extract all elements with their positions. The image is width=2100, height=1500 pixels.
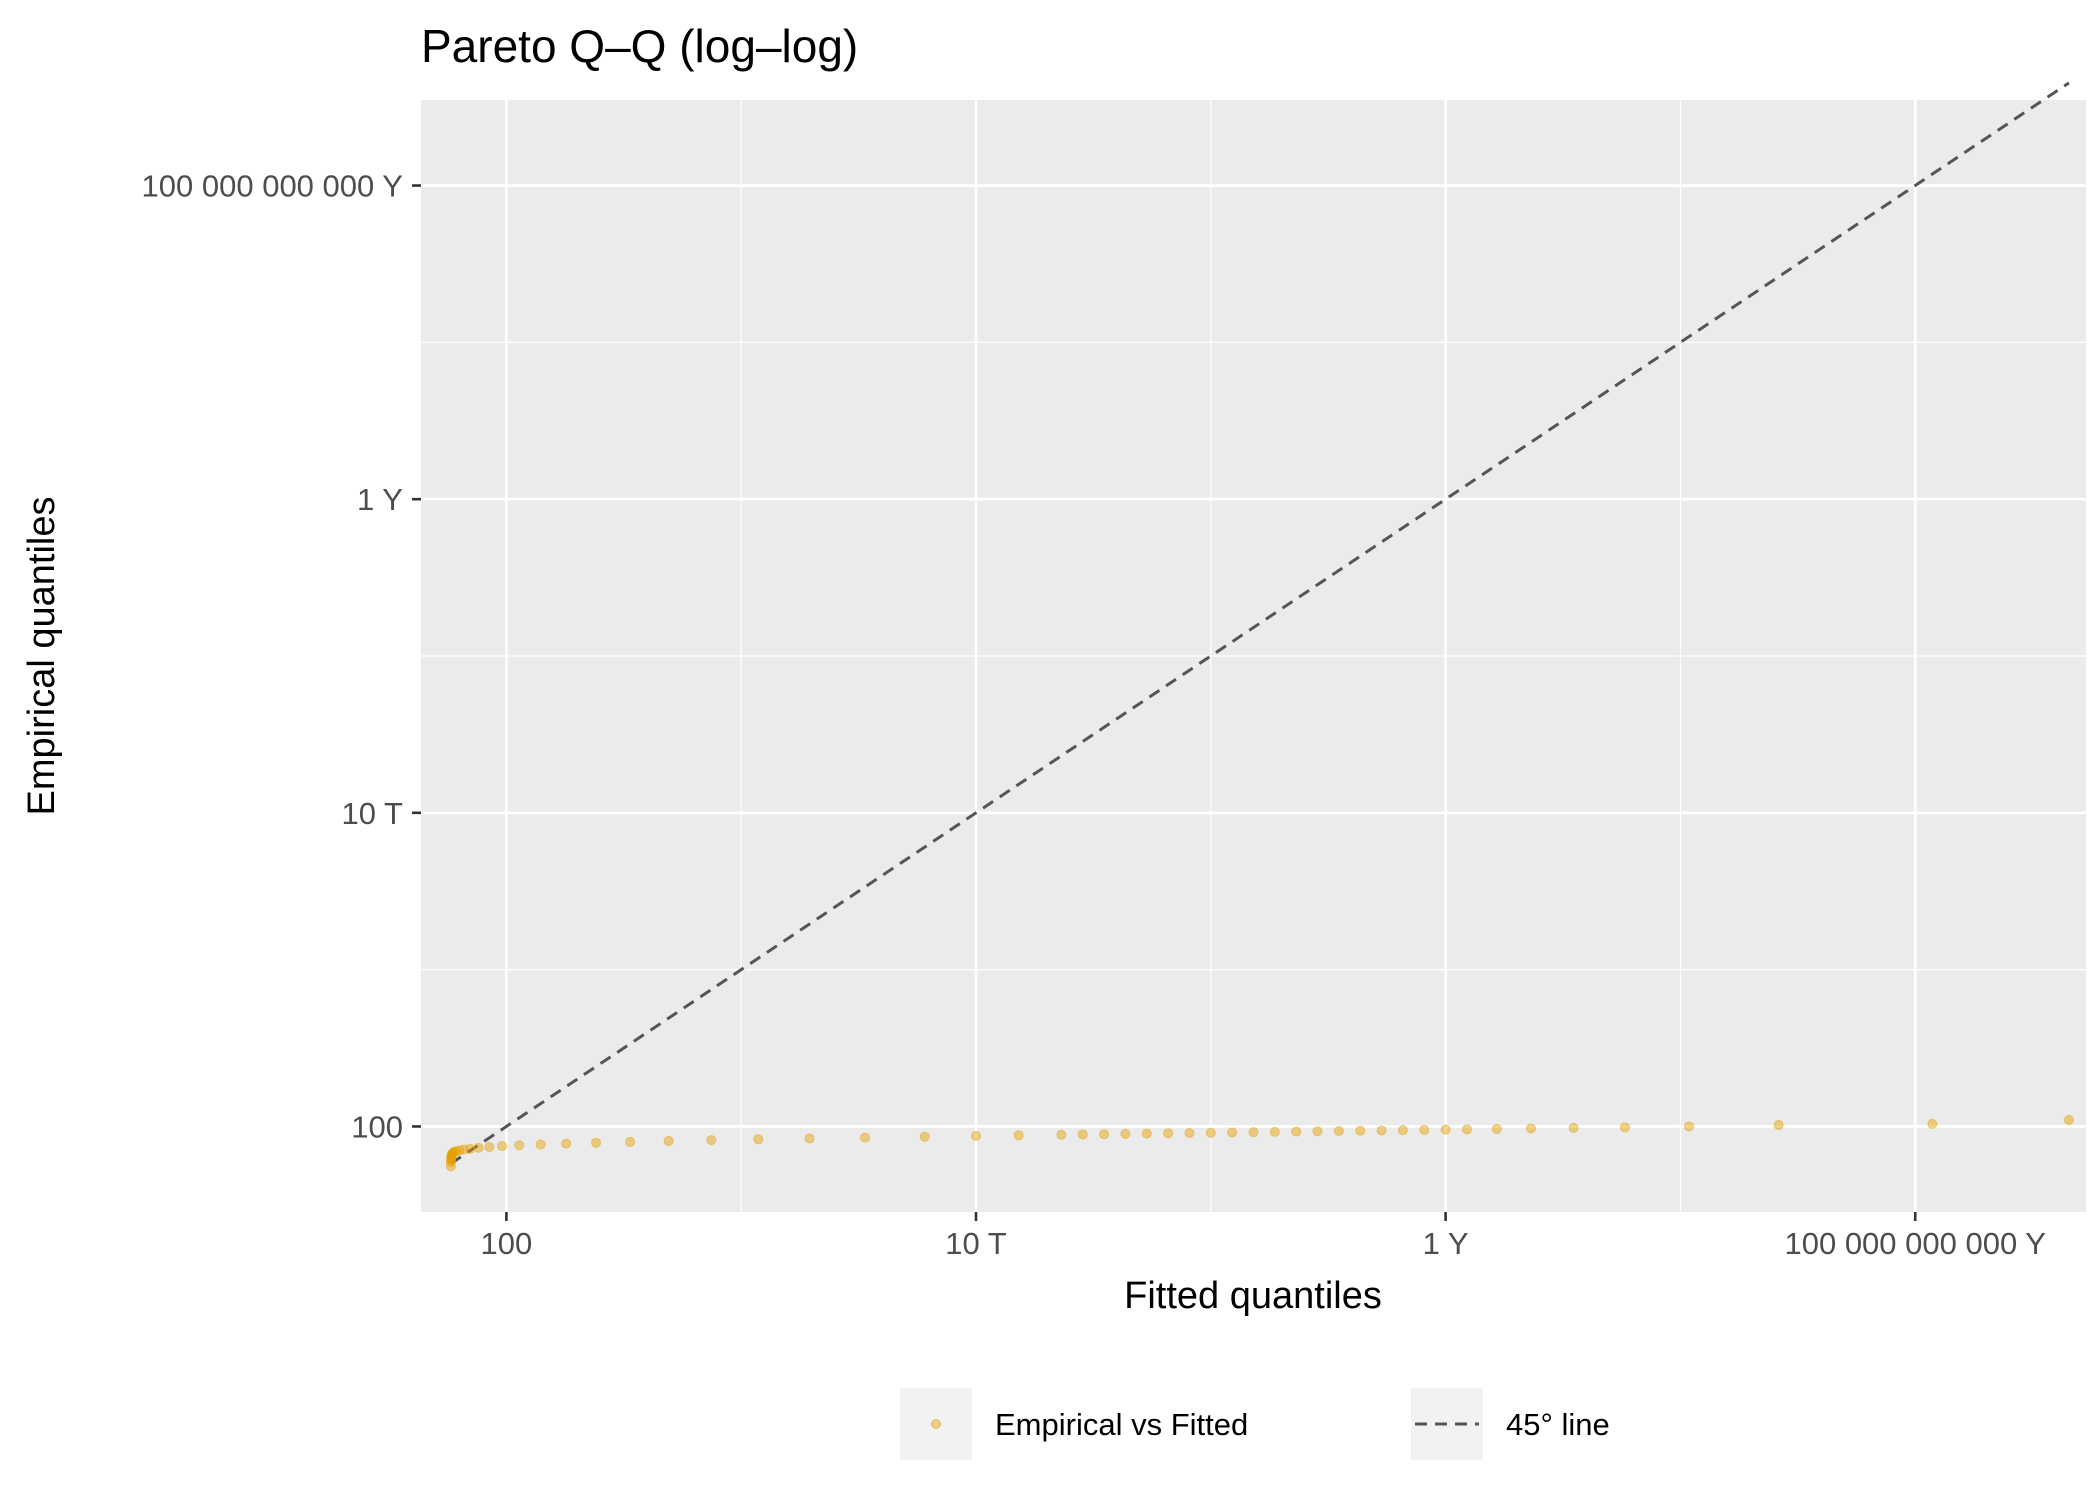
qq-point [561, 1138, 572, 1149]
x-axis-ticks: 100 10 T 1 Y 100 000 000 000 Y [481, 1212, 2046, 1261]
qq-point [1077, 1129, 1088, 1140]
qq-point [1440, 1124, 1451, 1135]
x-axis-title: Fitted quantiles [1124, 1275, 1382, 1317]
qq-point [1927, 1118, 1938, 1129]
qq-point [514, 1140, 525, 1151]
qq-point [1355, 1125, 1366, 1136]
qq-point [484, 1141, 495, 1152]
qq-point [1619, 1122, 1630, 1133]
major-gridlines [421, 100, 2086, 1212]
qq-point [706, 1135, 717, 1146]
qq-point [465, 1143, 476, 1154]
qq-point [1376, 1125, 1387, 1136]
qq-point [971, 1130, 981, 1141]
qq-point [1163, 1128, 1174, 1139]
qq-point [1461, 1124, 1472, 1135]
qq-point [1248, 1127, 1259, 1138]
qq-point [1291, 1126, 1302, 1137]
qq-point [535, 1139, 546, 1150]
x-tick-label: 10 T [945, 1226, 1007, 1261]
y-tick-label: 100 [351, 1109, 403, 1144]
y-axis-title: Empirical quantiles [21, 497, 63, 816]
reference-line-segment [450, 81, 2070, 1165]
qq-point [1013, 1130, 1024, 1141]
qq-point [1568, 1122, 1579, 1133]
qq-point [1773, 1120, 1784, 1131]
reference-line-45 [450, 81, 2070, 1165]
legend-label-points: Empirical vs Fitted [995, 1407, 1248, 1442]
y-tick-label: 1 Y [357, 482, 403, 517]
legend-label-line: 45° line [1506, 1407, 1610, 1442]
qq-point [591, 1137, 602, 1148]
qq-point [1120, 1128, 1131, 1139]
qq-point [1491, 1124, 1502, 1135]
qq-point [1397, 1125, 1408, 1136]
qq-point [1333, 1126, 1344, 1137]
qq-point [1099, 1129, 1110, 1140]
qq-point [1184, 1128, 1195, 1139]
qq-point [1419, 1124, 1430, 1135]
chart-title: Pareto Q–Q (log–log) [421, 20, 858, 72]
qq-point [473, 1142, 484, 1153]
minor-gridlines [421, 100, 2086, 1212]
qq-point [804, 1133, 815, 1144]
qq-point [1269, 1126, 1280, 1137]
qq-point [2063, 1114, 2074, 1125]
qq-point [1312, 1126, 1323, 1137]
qq-point [1056, 1129, 1067, 1140]
x-tick-label: 100 000 000 000 Y [1784, 1226, 2045, 1261]
qq-point [625, 1136, 636, 1147]
legend: Empirical vs Fitted 45° line [900, 1388, 1610, 1460]
qq-point [1141, 1128, 1152, 1139]
qq-point [1227, 1127, 1238, 1138]
legend-key-points-bg [900, 1388, 972, 1460]
qq-point [1526, 1123, 1536, 1134]
x-tick-label: 1 Y [1423, 1226, 1469, 1261]
qq-point [860, 1132, 870, 1143]
qq-points [445, 1114, 2074, 1172]
qq-point [1683, 1121, 1694, 1132]
legend-key-point [931, 1419, 941, 1429]
y-tick-label: 10 T [342, 796, 404, 831]
qq-point [753, 1134, 764, 1145]
qq-point [663, 1136, 674, 1147]
qq-point [1205, 1127, 1216, 1138]
x-tick-label: 100 [481, 1226, 533, 1261]
y-axis-ticks: 100 10 T 1 Y 100 000 000 000 Y [142, 169, 421, 1144]
y-tick-label: 100 000 000 000 Y [142, 169, 403, 204]
qq-point [497, 1141, 508, 1152]
qq-point [919, 1131, 930, 1142]
